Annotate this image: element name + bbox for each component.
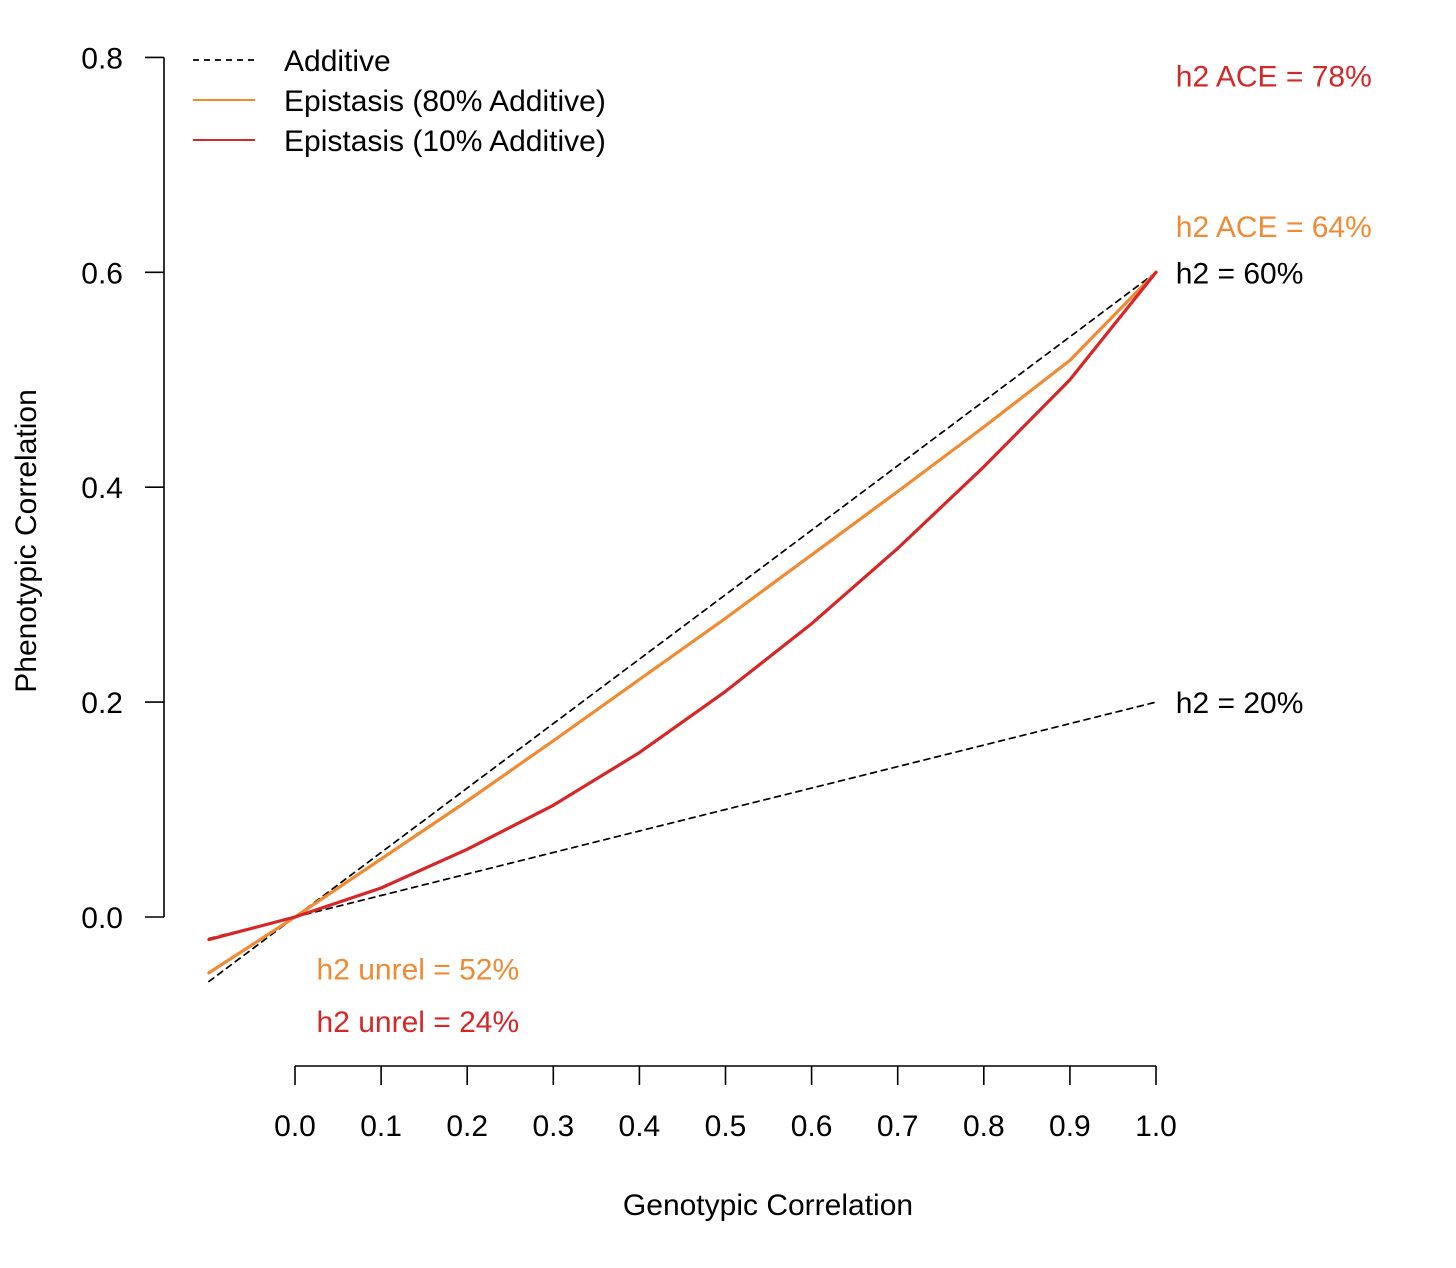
x-tick-label: 0.9 [1049, 1110, 1091, 1143]
x-tick-label: 1.0 [1135, 1110, 1177, 1143]
legend: Additive Epistasis (80% Additive) Epistasi… [193, 45, 606, 158]
annotation-label: h2 = 60% [1176, 257, 1304, 290]
series-group [207, 270, 1158, 983]
axes-group: 0.0 0.1 0.2 0.3 0.4 0.5 0.6 0.7 0.8 0.9 1.0 0.0 0.2 0… [81, 42, 1177, 1143]
x-tick-label: 0.2 [446, 1110, 488, 1143]
x-tick-label: 0.1 [360, 1110, 402, 1143]
annotation-label: h2 ACE = 78% [1176, 61, 1372, 94]
series-line-additive-1 [208, 701, 1157, 940]
x-tick-label: 0.7 [877, 1110, 919, 1143]
y-tick-label: 0.4 [81, 472, 123, 505]
legend-label-epistasis80: Epistasis (80% Additive) [284, 85, 606, 118]
x-axis-title: Genotypic Correlation [623, 1189, 913, 1222]
x-tick-label: 0.3 [532, 1110, 574, 1143]
annotation-label: h2 unrel = 52% [317, 954, 520, 987]
x-tick-label: 0.5 [705, 1110, 747, 1143]
y-axis-title: Phenotypic Correlation [10, 389, 43, 693]
y-tick-label: 0.8 [81, 42, 123, 75]
y-tick-label: 0.0 [81, 902, 123, 935]
x-tick-label: 0.8 [963, 1110, 1005, 1143]
x-tick-label: 0.0 [274, 1110, 316, 1143]
series-line-additive-0 [208, 271, 1157, 983]
legend-label-additive: Additive [284, 45, 391, 78]
annotations-group: h2 ACE = 78% h2 ACE = 64% h2 = 60% h2 = 20%… [317, 61, 1372, 1040]
legend-label-epistasis10: Epistasis (10% Additive) [284, 125, 606, 158]
annotation-label: h2 = 20% [1176, 687, 1304, 720]
x-tick-label: 0.6 [791, 1110, 833, 1143]
y-tick-label: 0.6 [81, 257, 123, 290]
series-line-epistasis80-2 [207, 270, 1158, 975]
series-line-epistasis10-3 [207, 270, 1158, 942]
annotation-label: h2 unrel = 24% [317, 1006, 520, 1039]
x-tick-label: 0.4 [619, 1110, 661, 1143]
y-tick-label: 0.2 [81, 687, 123, 720]
annotation-label: h2 ACE = 64% [1176, 211, 1372, 244]
